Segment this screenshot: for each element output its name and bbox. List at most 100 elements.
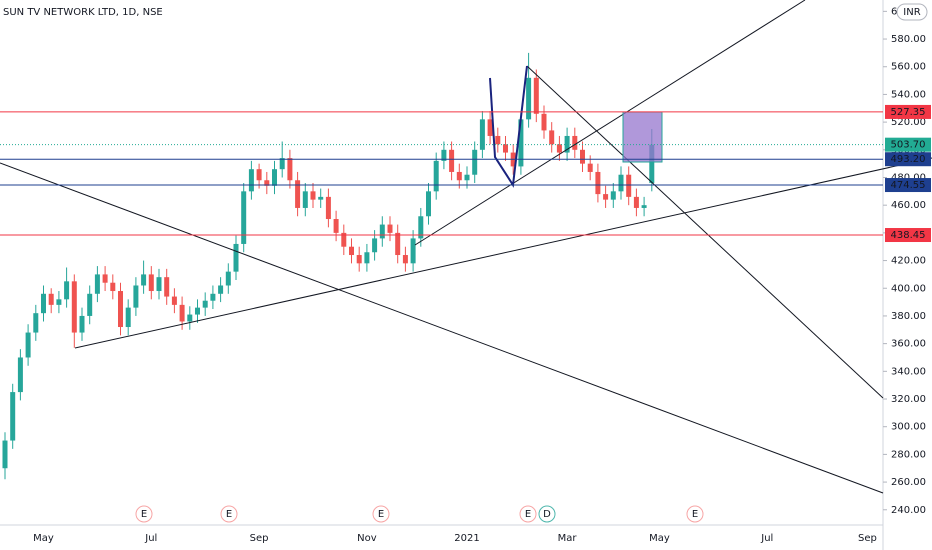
event-marker xyxy=(135,505,153,523)
y-tick-label: 340.00 xyxy=(891,366,926,377)
level-label: 527.35 xyxy=(891,107,926,118)
y-tick-label: 260.00 xyxy=(891,477,926,488)
event-label: E xyxy=(692,509,698,520)
y-tick-label: 560.00 xyxy=(891,62,926,73)
level-tag xyxy=(885,104,931,119)
x-tick-label: 2021 xyxy=(454,533,479,544)
candle-body xyxy=(603,194,609,200)
level-label: 474.55 xyxy=(891,180,926,191)
candle-body xyxy=(295,180,301,208)
y-tick-label: 580.00 xyxy=(891,34,926,45)
candle-body xyxy=(79,315,85,333)
candle-body xyxy=(479,119,485,150)
candle-body xyxy=(633,196,639,208)
candle-body xyxy=(487,119,493,136)
event-marker xyxy=(538,505,556,523)
x-tick-label: Mar xyxy=(558,533,578,544)
candle-body xyxy=(433,160,439,192)
candle-body xyxy=(364,252,370,264)
candle-body xyxy=(248,169,254,192)
candle-body xyxy=(641,205,647,208)
candle-body xyxy=(33,313,39,333)
trend-line xyxy=(414,0,806,246)
level-label: 503.70 xyxy=(891,140,926,151)
plot xyxy=(2,52,655,480)
events: E E E E D E xyxy=(135,505,704,523)
y-tick-label: 400.00 xyxy=(891,283,926,294)
candle-body xyxy=(241,191,247,244)
y-tick-label: 420.00 xyxy=(891,256,926,267)
chart-title: SUN TV NETWORK LTD, 1D, NSE xyxy=(3,7,163,18)
candle-body xyxy=(356,255,362,264)
y-tick-label: 360.00 xyxy=(891,339,926,350)
x-tick-label: Sep xyxy=(858,533,877,544)
candle-body xyxy=(302,191,308,208)
candle-body xyxy=(533,77,539,114)
candle-body xyxy=(618,174,624,192)
candle-body xyxy=(472,149,478,175)
y-tick-label: 240.00 xyxy=(891,505,926,516)
y-tick-label: 460.00 xyxy=(891,200,926,211)
level-label: 493.20 xyxy=(891,154,926,165)
level-tag xyxy=(885,152,931,167)
y-tick-label: 540.00 xyxy=(891,89,926,100)
trend-line xyxy=(0,162,884,494)
x-tick-label: May xyxy=(33,533,54,544)
candle-body xyxy=(410,238,416,264)
candle-body xyxy=(572,135,578,150)
candle-body xyxy=(195,307,200,315)
candle-body xyxy=(503,144,508,153)
candle-body xyxy=(94,274,100,294)
candle-body xyxy=(426,191,431,217)
y-tick-label: 480.00 xyxy=(891,172,926,183)
candle-body xyxy=(310,191,316,200)
y-tick-label: 320.00 xyxy=(891,394,926,405)
event-label: E xyxy=(141,509,147,520)
candle-body xyxy=(287,158,293,181)
candle-body xyxy=(110,282,116,292)
event-marker xyxy=(372,505,390,523)
trend-line xyxy=(74,157,932,349)
candle-body xyxy=(187,314,193,322)
candle-body xyxy=(2,440,8,469)
candle-body xyxy=(264,180,270,186)
candle-body xyxy=(595,171,601,195)
trend-line xyxy=(526,65,884,399)
candle-body xyxy=(318,196,324,200)
candle-body xyxy=(17,357,23,393)
event-marker xyxy=(519,505,537,523)
candle-body xyxy=(48,293,54,305)
event-label: E xyxy=(525,509,531,520)
candle-body xyxy=(456,171,462,181)
candle-body xyxy=(71,281,77,333)
candle-body xyxy=(202,300,208,308)
currency-badge[interactable] xyxy=(896,3,928,21)
candle-body xyxy=(125,307,131,328)
candle-body xyxy=(495,135,501,145)
candle-body xyxy=(556,144,562,153)
y-tick-label: 520.00 xyxy=(891,117,926,128)
candle-body xyxy=(449,149,455,172)
candle-body xyxy=(233,243,239,272)
highlight-box xyxy=(622,111,663,163)
event-label: D xyxy=(543,509,551,520)
currency-label[interactable]: INR xyxy=(903,7,920,18)
candle-body xyxy=(464,174,470,181)
candle-body xyxy=(102,274,108,283)
candle-body xyxy=(272,169,277,186)
candle-body xyxy=(587,163,593,172)
candle-body xyxy=(387,224,393,233)
candle-body xyxy=(402,255,408,264)
candle-body xyxy=(179,304,185,322)
candle-body xyxy=(56,299,62,305)
event-label: E xyxy=(226,509,232,520)
candle-body xyxy=(156,277,162,292)
level-tag xyxy=(885,228,931,243)
candle-body xyxy=(87,293,93,316)
x-tick-label: Jul xyxy=(760,533,773,544)
event-marker xyxy=(220,505,238,523)
y-tick-label: 280.00 xyxy=(891,449,926,460)
y-tick-label: 300.00 xyxy=(891,422,926,433)
candle-body xyxy=(549,130,555,145)
